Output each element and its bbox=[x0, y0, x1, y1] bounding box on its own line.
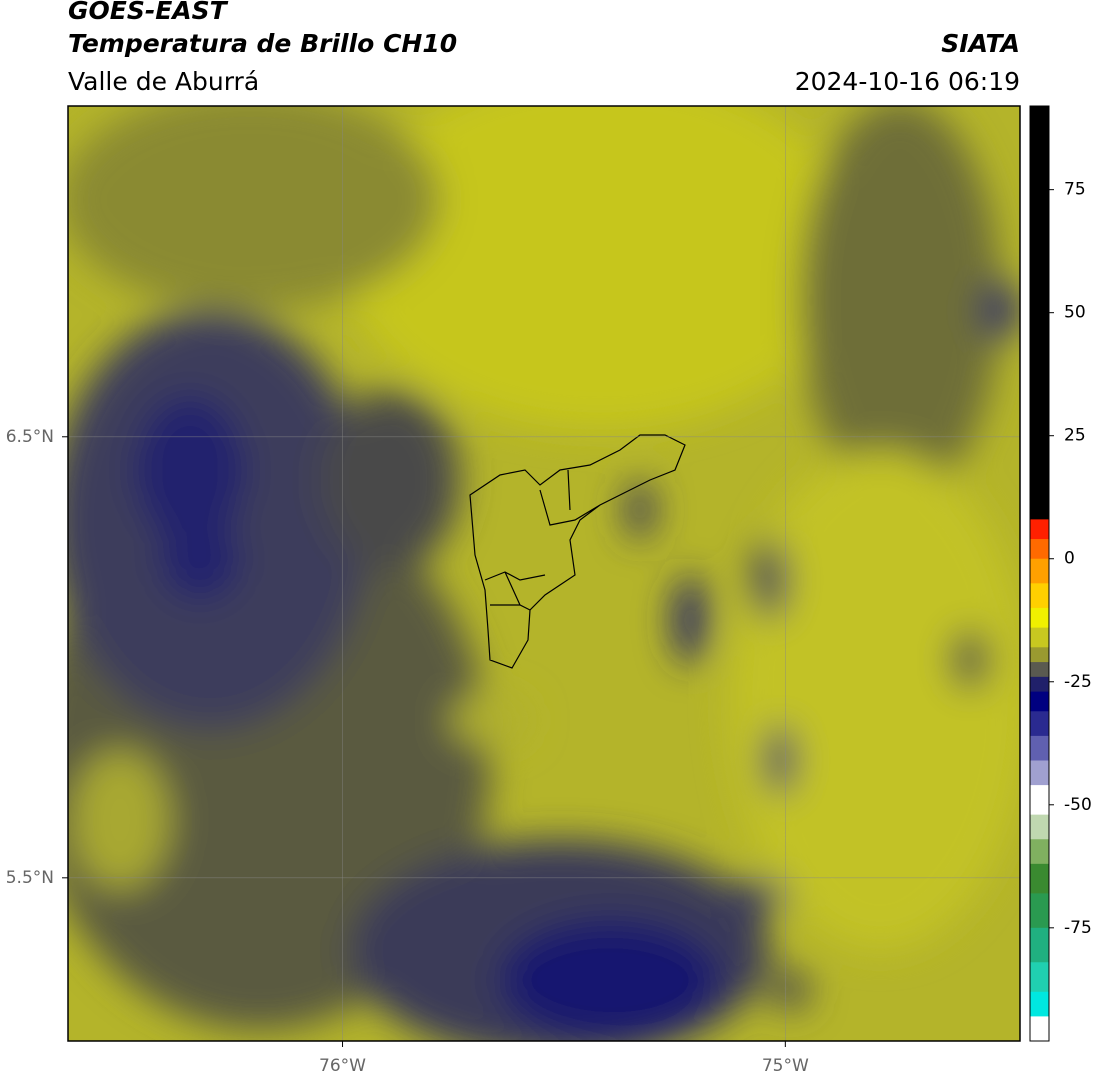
colorbar-segment bbox=[1030, 583, 1049, 609]
colorbar-segment bbox=[1030, 760, 1049, 786]
x-tick-label: 75°W bbox=[762, 1056, 809, 1076]
colorbar-segment bbox=[1030, 607, 1049, 629]
colorbar-segment bbox=[1030, 627, 1049, 648]
colorbar-segment bbox=[1030, 711, 1049, 737]
colorbar-segment bbox=[1030, 839, 1049, 865]
colorbar-tick-label: -75 bbox=[1064, 918, 1092, 938]
subtitle: Temperatura de Brillo CH10 bbox=[68, 29, 457, 58]
colorbar-segment bbox=[1030, 927, 1049, 963]
y-tick-label: 5.5°N bbox=[6, 868, 54, 888]
colorbar-segment bbox=[1030, 785, 1049, 816]
source: SIATA bbox=[941, 29, 1020, 58]
colorbar-segment bbox=[1030, 519, 1049, 540]
colorbar-segment bbox=[1030, 863, 1049, 894]
colorbar-segment bbox=[1030, 691, 1049, 712]
colorbar-frame bbox=[1029, 105, 1050, 1042]
colorbar-tick-label: -50 bbox=[1064, 795, 1092, 815]
colorbar-tick-label: -25 bbox=[1064, 672, 1092, 692]
colorbar-segment bbox=[1030, 106, 1049, 520]
colorbar-segment bbox=[1030, 991, 1049, 1017]
y-tick-label: 6.5°N bbox=[6, 427, 54, 447]
colorbar-segment bbox=[1030, 814, 1049, 840]
colorbar-segment bbox=[1030, 1016, 1049, 1042]
colorbar-segment bbox=[1030, 539, 1049, 560]
map-field bbox=[68, 106, 1020, 1041]
colorbar-segment bbox=[1030, 647, 1049, 663]
colorbar-segment bbox=[1030, 676, 1049, 693]
colorbar-tick-label: 0 bbox=[1064, 549, 1075, 569]
colorbar-tick-label: 75 bbox=[1064, 180, 1086, 200]
timestamp: 2024-10-16 06:19 bbox=[795, 67, 1020, 96]
colorbar-tick-label: 50 bbox=[1064, 303, 1086, 323]
x-tick-label: 76°W bbox=[319, 1056, 366, 1076]
colorbar-tick-label: 25 bbox=[1064, 426, 1086, 446]
colorbar-segment bbox=[1030, 735, 1049, 761]
region: Valle de Aburrá bbox=[68, 67, 259, 96]
colorbar-segment bbox=[1030, 893, 1049, 929]
map-frame bbox=[67, 105, 1021, 1042]
colorbar-segment bbox=[1030, 962, 1049, 993]
municipal-boundaries bbox=[469, 434, 686, 669]
title: GOES-EAST bbox=[68, 0, 229, 25]
colorbar-segment bbox=[1030, 662, 1049, 678]
colorbar-segment bbox=[1030, 558, 1049, 584]
